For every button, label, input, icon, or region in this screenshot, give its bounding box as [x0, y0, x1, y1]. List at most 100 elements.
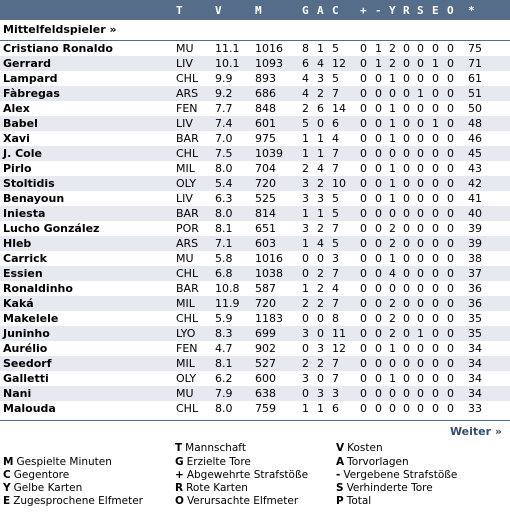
cost-value: 7.7 — [215, 102, 233, 115]
table-row[interactable]: Hleb ARS 7.1 603 1 4 5 0 0 2 0 0 0 0 39 — [0, 236, 510, 251]
table-row[interactable]: Galletti OLY 6.2 600 3 0 7 0 0 1 0 0 0 0 34 — [0, 371, 510, 386]
penalties-won-value: 0 — [432, 282, 439, 295]
player-name[interactable]: Cristiano Ronaldo — [3, 42, 113, 55]
team-code: FEN — [176, 102, 198, 115]
team-code: CHL — [176, 147, 199, 160]
assists-value: 2 — [317, 87, 324, 100]
minutes-value: 848 — [255, 102, 276, 115]
col-header-penalties-won[interactable]: E — [432, 4, 439, 17]
goals-value: 3 — [302, 222, 309, 235]
table-row[interactable]: Lucho González POR 8.1 651 3 2 7 0 0 2 0 0 0 0 39 — [0, 221, 510, 236]
total-value: 37 — [468, 267, 482, 280]
minutes-value: 720 — [255, 177, 276, 190]
goals-value: 2 — [302, 102, 309, 115]
penalties-caused-value: 0 — [447, 117, 454, 130]
col-header-conceded[interactable]: C — [332, 4, 339, 17]
player-name[interactable]: Essien — [3, 267, 43, 280]
table-row[interactable]: Lampard CHL 9.9 893 4 3 5 0 0 1 0 0 0 0 61 — [0, 71, 510, 86]
penalties-won-value: 0 — [432, 42, 439, 55]
minutes-value: 1016 — [255, 252, 283, 265]
col-header-minutes[interactable]: M — [255, 4, 262, 17]
player-name[interactable]: Galletti — [3, 372, 49, 385]
saved-penalties-value: 0 — [360, 147, 367, 160]
player-name[interactable]: Aurélio — [3, 342, 48, 355]
table-row[interactable]: Pirlo MIL 8.0 704 2 4 7 0 0 1 0 0 0 0 43 — [0, 161, 510, 176]
col-header-red[interactable]: R — [403, 4, 410, 17]
col-header-missed-penalties[interactable]: - — [375, 4, 382, 17]
conceded-value: 7 — [332, 297, 339, 310]
col-header-assists[interactable]: A — [317, 4, 324, 17]
table-row[interactable]: Alex FEN 7.7 848 2 6 14 0 0 1 0 0 0 0 50 — [0, 101, 510, 116]
saves-value: 0 — [417, 282, 424, 295]
cost-value: 8.1 — [215, 357, 233, 370]
col-header-saves[interactable]: S — [417, 4, 424, 17]
table-row[interactable]: Benayoun LIV 6.3 525 3 3 5 0 0 1 0 0 0 0 41 — [0, 191, 510, 206]
player-name[interactable]: Carrick — [3, 252, 47, 265]
table-row[interactable]: Carrick MU 5.8 1016 0 0 3 0 0 1 0 0 0 0 38 — [0, 251, 510, 266]
table-row[interactable]: Malouda CHL 8.0 759 1 1 6 0 0 0 0 0 0 0 33 — [0, 401, 510, 416]
penalties-won-value: 0 — [432, 72, 439, 85]
player-name[interactable]: Seedorf — [3, 357, 52, 370]
penalties-caused-value: 0 — [447, 192, 454, 205]
player-name[interactable]: Nani — [3, 387, 32, 400]
table-row[interactable]: Essien CHL 6.8 1038 0 2 7 0 0 4 0 0 0 0 37 — [0, 266, 510, 281]
table-row[interactable]: Juninho LYO 8.3 699 3 0 11 0 0 2 0 1 0 0 35 — [0, 326, 510, 341]
goals-value: 3 — [302, 327, 309, 340]
player-name[interactable]: Fàbregas — [3, 87, 60, 100]
minutes-value: 686 — [255, 87, 276, 100]
player-name[interactable]: Xavi — [3, 132, 30, 145]
player-name[interactable]: Malouda — [3, 402, 56, 415]
goals-value: 6 — [302, 57, 309, 70]
player-name[interactable]: Makelele — [3, 312, 59, 325]
team-code: LYO — [176, 327, 196, 340]
minutes-value: 1183 — [255, 312, 283, 325]
penalties-caused-value: 0 — [447, 162, 454, 175]
col-header-yellow[interactable]: Y — [389, 4, 396, 17]
section-title-link[interactable]: Mittelfeldspieler » — [3, 23, 117, 36]
player-name[interactable]: Kaká — [3, 297, 34, 310]
col-header-goals[interactable]: G — [302, 4, 309, 17]
player-name[interactable]: Ronaldinho — [3, 282, 73, 295]
table-row[interactable]: Stoltidis OLY 5.4 720 3 2 10 0 0 1 0 0 0 0 42 — [0, 176, 510, 191]
total-value: 46 — [468, 132, 482, 145]
table-row[interactable]: Cristiano Ronaldo MU 11.1 1016 8 1 5 0 1 2 0 0 0 0 75 — [0, 41, 510, 56]
table-row[interactable]: Seedorf MIL 8.1 527 2 2 7 0 0 0 0 0 0 0 34 — [0, 356, 510, 371]
player-name[interactable]: Stoltidis — [3, 177, 55, 190]
missed-penalties-value: 0 — [375, 252, 382, 265]
table-row[interactable]: Nani MU 7.9 638 0 3 3 0 0 0 0 0 0 0 34 — [0, 386, 510, 401]
col-header-saved-penalties[interactable]: + — [360, 4, 367, 17]
player-name[interactable]: J. Cole — [3, 147, 42, 160]
table-row[interactable]: Fàbregas ARS 9.2 686 4 2 7 0 0 0 0 1 0 0 51 — [0, 86, 510, 101]
legend-item-missed-penalties: - Vergebene Strafstöße — [336, 469, 458, 481]
goals-value: 1 — [302, 237, 309, 250]
col-header-team[interactable]: T — [176, 4, 183, 17]
player-name[interactable]: Benayoun — [3, 192, 65, 205]
table-row[interactable]: Babel LIV 7.4 601 5 0 6 0 0 1 0 0 1 0 48 — [0, 116, 510, 131]
table-row[interactable]: J. Cole CHL 7.5 1039 1 1 7 0 0 0 0 0 0 0 45 — [0, 146, 510, 161]
player-name[interactable]: Pirlo — [3, 162, 32, 175]
table-row[interactable]: Xavi BAR 7.0 975 1 1 4 0 0 1 0 0 0 0 46 — [0, 131, 510, 146]
table-row[interactable]: Makelele CHL 5.9 1183 0 0 8 0 0 2 0 0 0 0 35 — [0, 311, 510, 326]
cost-value: 10.8 — [215, 282, 240, 295]
cost-value: 6.2 — [215, 372, 233, 385]
table-row[interactable]: Gerrard LIV 10.1 1093 6 4 12 0 1 2 0 0 1 0 71 — [0, 56, 510, 71]
player-name[interactable]: Lampard — [3, 72, 58, 85]
table-row[interactable]: Kaká MIL 11.9 720 2 2 7 0 0 2 0 0 0 0 36 — [0, 296, 510, 311]
player-name[interactable]: Hleb — [3, 237, 32, 250]
player-name[interactable]: Gerrard — [3, 57, 52, 70]
player-name[interactable]: Alex — [3, 102, 30, 115]
table-row[interactable]: Aurélio FEN 4.7 902 0 3 12 0 0 1 0 0 0 0 34 — [0, 341, 510, 356]
player-name[interactable]: Lucho González — [3, 222, 100, 235]
col-header-cost[interactable]: V — [215, 4, 222, 17]
table-row[interactable]: Iniesta BAR 8.0 814 1 1 5 0 0 0 0 0 0 0 40 — [0, 206, 510, 221]
saved-penalties-value: 0 — [360, 57, 367, 70]
table-row[interactable]: Ronaldinho BAR 10.8 587 1 2 4 0 0 0 0 0 0 0 36 — [0, 281, 510, 296]
next-page-link[interactable]: Weiter » — [449, 425, 502, 438]
col-header-total[interactable]: * — [468, 4, 475, 17]
missed-penalties-value: 0 — [375, 297, 382, 310]
conceded-value: 3 — [332, 387, 339, 400]
col-header-penalties-caused[interactable]: O — [447, 4, 454, 17]
player-name[interactable]: Babel — [3, 117, 38, 130]
player-name[interactable]: Iniesta — [3, 207, 46, 220]
player-name[interactable]: Juninho — [3, 327, 50, 340]
